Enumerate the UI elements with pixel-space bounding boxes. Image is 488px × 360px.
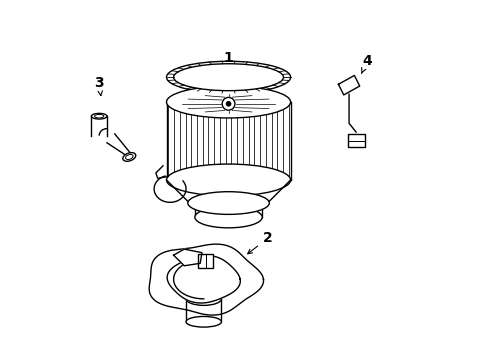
Polygon shape bbox=[173, 249, 202, 266]
Ellipse shape bbox=[195, 207, 262, 228]
Polygon shape bbox=[149, 244, 263, 315]
Text: 2: 2 bbox=[247, 231, 272, 254]
Ellipse shape bbox=[187, 192, 269, 215]
Circle shape bbox=[225, 101, 230, 106]
Polygon shape bbox=[167, 256, 240, 303]
Ellipse shape bbox=[185, 316, 221, 327]
Text: 1: 1 bbox=[223, 51, 233, 70]
Ellipse shape bbox=[195, 195, 262, 211]
Ellipse shape bbox=[173, 64, 283, 91]
Text: 3: 3 bbox=[94, 76, 104, 96]
Ellipse shape bbox=[166, 86, 290, 118]
Bar bbox=[347, 134, 364, 147]
Circle shape bbox=[222, 98, 234, 110]
Bar bbox=[198, 255, 213, 268]
Polygon shape bbox=[338, 76, 359, 95]
Ellipse shape bbox=[122, 153, 136, 161]
Ellipse shape bbox=[166, 164, 290, 196]
Ellipse shape bbox=[91, 113, 107, 119]
Ellipse shape bbox=[166, 61, 290, 93]
Text: 4: 4 bbox=[361, 54, 371, 73]
